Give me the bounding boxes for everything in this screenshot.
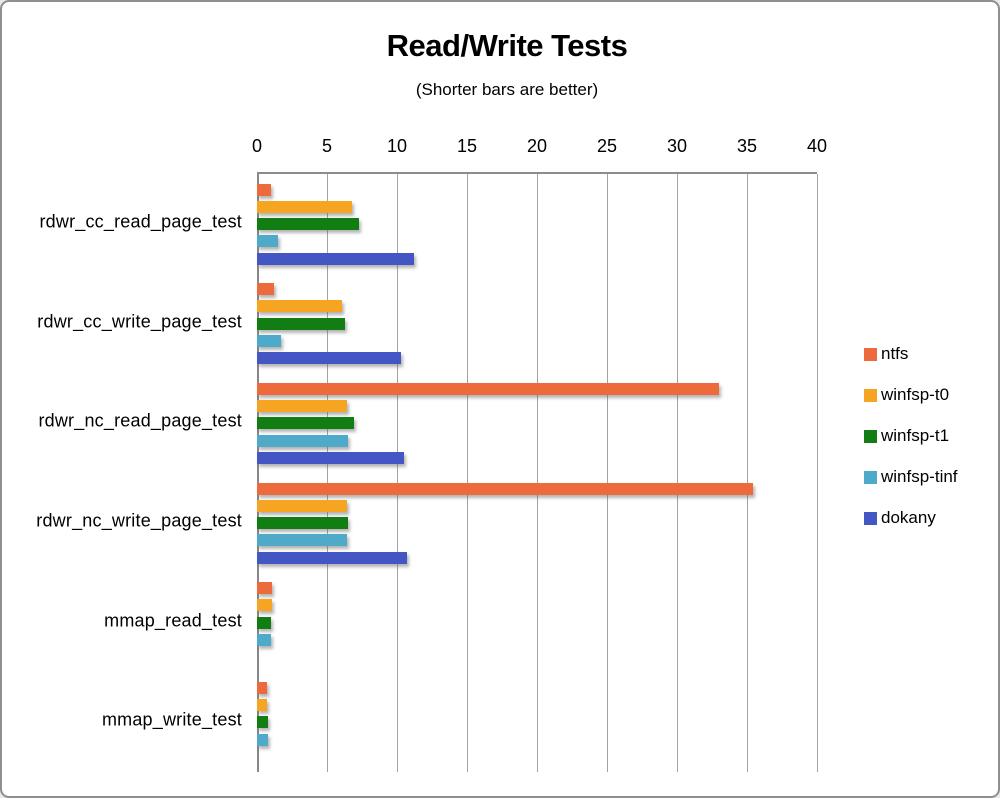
bar-winfsp-t0-rdwr_nc_read_page_test <box>257 400 347 413</box>
bar-winfsp-t1-rdwr_nc_write_page_test <box>257 517 348 530</box>
legend-swatch-winfsp-t0 <box>864 388 877 402</box>
legend: ntfs winfsp-t0 winfsp-t1 winfsp-tinf dokany <box>864 344 958 549</box>
bar-ntfs-rdwr_nc_write_page_test <box>257 482 753 495</box>
chart-subtitle: (Shorter bars are better) <box>415 80 599 99</box>
gridline-x-25 <box>606 174 608 772</box>
bar-dokany-rdwr_nc_write_page_test <box>257 551 407 564</box>
plot-area <box>257 172 818 772</box>
bar-winfsp-t1-rdwr_cc_read_page_test <box>257 218 360 231</box>
bar-winfsp-t0-mmap_write_test <box>257 699 267 712</box>
bar-winfsp-tinf-mmap_write_test <box>257 733 269 746</box>
x-tick-label-0: 0 <box>251 136 263 156</box>
gridline-x-20 <box>536 174 538 772</box>
category-label-rdwr_nc_write_page_test: rdwr_nc_write_page_test <box>36 510 242 531</box>
bar-ntfs-mmap_write_test <box>257 681 267 694</box>
bar-dokany-rdwr_cc_read_page_test <box>257 252 414 265</box>
category-label-rdwr_cc_read_page_test: rdwr_cc_read_page_test <box>39 211 242 232</box>
legend-swatch-dokany <box>864 511 877 525</box>
bar-ntfs-mmap_read_test <box>257 582 273 595</box>
bar-winfsp-t0-mmap_read_test <box>257 599 273 612</box>
x-tick-label-10: 10 <box>386 136 408 156</box>
bar-winfsp-t0-rdwr_cc_write_page_test <box>257 300 343 313</box>
x-axis-tick-labels: 0 5 10 15 20 25 30 35 40 <box>252 136 827 164</box>
bar-winfsp-t0-rdwr_nc_write_page_test <box>257 499 347 512</box>
bar-dokany-rdwr_nc_read_page_test <box>257 452 404 465</box>
bar-ntfs-rdwr_cc_read_page_test <box>257 183 271 196</box>
legend-item-winfsp-t0: winfsp-t0 <box>864 385 958 405</box>
bar-ntfs-rdwr_cc_write_page_test <box>257 283 274 296</box>
legend-label-dokany: dokany <box>881 508 936 527</box>
legend-swatch-ntfs <box>864 347 877 361</box>
legend-swatch-winfsp-t1 <box>864 429 877 443</box>
legend-swatch-winfsp-tinf <box>864 470 877 484</box>
category-label-mmap_read_test: mmap_read_test <box>104 610 242 630</box>
bar-winfsp-t0-rdwr_cc_read_page_test <box>257 200 353 213</box>
bar-winfsp-t1-mmap_write_test <box>257 716 269 729</box>
legend-item-winfsp-tinf: winfsp-tinf <box>864 467 958 487</box>
x-tick-label-25: 25 <box>596 136 618 156</box>
gridline-x-35 <box>746 174 748 772</box>
legend-label-winfsp-tinf: winfsp-tinf <box>881 467 958 486</box>
category-label-rdwr_nc_read_page_test: rdwr_nc_read_page_test <box>38 410 242 431</box>
legend-label-ntfs: ntfs <box>881 344 909 363</box>
legend-item-winfsp-t1: winfsp-t1 <box>864 426 958 446</box>
legend-item-dokany: dokany <box>864 508 958 528</box>
bar-ntfs-rdwr_nc_read_page_test <box>257 382 719 395</box>
x-tick-label-20: 20 <box>526 136 548 156</box>
category-label-mmap_write_test: mmap_write_test <box>101 709 242 730</box>
category-labels: rdwr_cc_read_page_test rdwr_cc_write_page… <box>2 172 242 770</box>
bar-winfsp-tinf-rdwr_cc_read_page_test <box>257 235 278 248</box>
bar-winfsp-tinf-rdwr_nc_read_page_test <box>257 434 348 447</box>
gridline-x-30 <box>676 174 678 772</box>
bar-winfsp-t1-rdwr_cc_write_page_test <box>257 317 346 330</box>
chart-title: Read/Write Tests <box>386 28 628 63</box>
x-tick-label-35: 35 <box>736 136 758 156</box>
bar-winfsp-t1-mmap_read_test <box>257 616 271 629</box>
x-tick-label-15: 15 <box>456 136 478 156</box>
gridline-x-40 <box>816 174 818 772</box>
bar-dokany-rdwr_cc_write_page_test <box>257 352 402 365</box>
category-label-rdwr_cc_write_page_test: rdwr_cc_write_page_test <box>37 311 242 331</box>
bar-winfsp-t1-rdwr_nc_read_page_test <box>257 417 354 430</box>
bar-winfsp-tinf-rdwr_nc_write_page_test <box>257 534 347 547</box>
x-tick-label-30: 30 <box>666 136 688 156</box>
bar-winfsp-tinf-mmap_read_test <box>257 634 271 647</box>
bar-winfsp-tinf-rdwr_cc_write_page_test <box>257 335 281 348</box>
gridline-x-5 <box>326 174 328 772</box>
legend-label-winfsp-t0: winfsp-t0 <box>881 385 950 404</box>
gridline-x-15 <box>466 174 468 772</box>
x-tick-label-5: 5 <box>321 136 333 156</box>
x-tick-label-40: 40 <box>806 136 828 156</box>
gridline-x-10 <box>396 174 398 772</box>
legend-label-winfsp-t1: winfsp-t1 <box>881 426 950 445</box>
y-axis-line <box>257 174 259 772</box>
legend-item-ntfs: ntfs <box>864 344 958 364</box>
